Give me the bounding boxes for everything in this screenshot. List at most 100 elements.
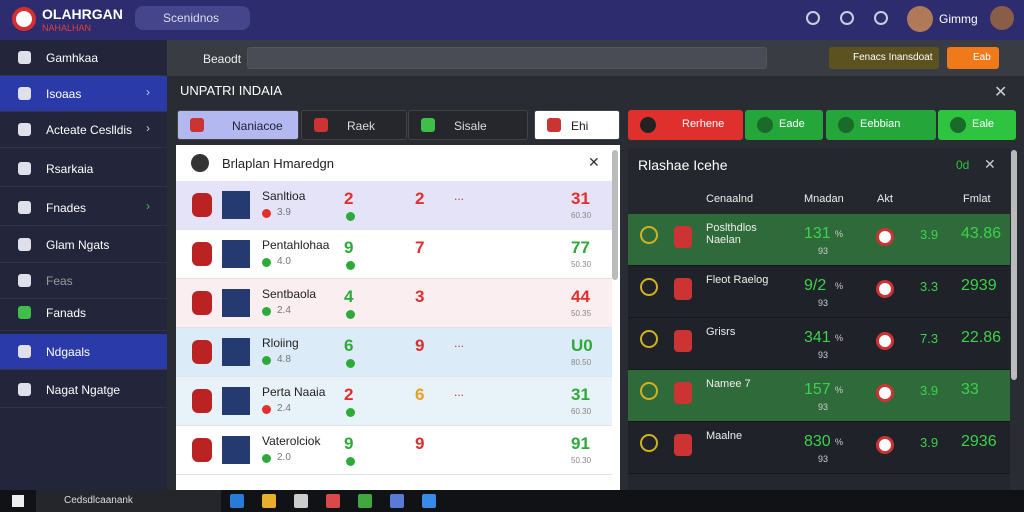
team-name: Sanltioa — [262, 189, 306, 203]
badge: 0d — [956, 158, 970, 172]
small-value: 60.30 — [571, 407, 592, 416]
tab-label: Eale — [972, 118, 995, 130]
small-value: 93 — [818, 298, 829, 308]
value: 131 — [804, 225, 831, 242]
sub-value: 4.8 — [277, 354, 291, 365]
table-row[interactable]: Rloiing 4.8 6 9... U0 80.50 — [176, 328, 612, 377]
avatar[interactable] — [907, 6, 933, 32]
table-row[interactable]: Sanltioa 3.9 2 2... 31 60.30 — [176, 181, 612, 230]
panel-title: Rlashae Icehe — [638, 157, 728, 173]
table-row[interactable]: Vaterolciok 2.0 9 9 91 50.30 — [176, 426, 612, 475]
taskbar-app[interactable] — [262, 494, 276, 508]
score: 4 — [344, 287, 354, 306]
table-row[interactable]: Pentahlohaa 4.0 9 7 77 50.30 — [176, 230, 612, 279]
search-input[interactable] — [247, 47, 767, 69]
taskbar-app[interactable] — [326, 494, 340, 508]
right-panel: Rlashae Icehe 0d ✕ Cenaalnd Mnadan Akt Fmlat Po… — [628, 148, 1010, 490]
action-icon[interactable] — [876, 384, 894, 402]
start-button[interactable] — [12, 495, 24, 507]
table-row[interactable]: Fleot Raelog 9/2% 93 3.3 2939 — [628, 266, 1010, 318]
tab[interactable]: Naniacoe — [177, 110, 299, 140]
value: 31 — [571, 189, 590, 208]
taskbar-app[interactable] — [390, 494, 404, 508]
unit: % — [835, 385, 844, 395]
team-logo — [222, 289, 250, 317]
sidebar-label: Feas — [46, 274, 73, 288]
scrollbar[interactable] — [612, 150, 618, 280]
tab-label: Naniacoe — [232, 119, 283, 133]
tab[interactable]: Sisale — [408, 110, 528, 140]
sidebar-item[interactable]: Fanads — [0, 295, 167, 331]
table-row[interactable]: Namee 7 157% 93 3.9 33 — [628, 370, 1010, 422]
search-box[interactable]: Scenidnos — [135, 6, 250, 30]
sidebar-item[interactable]: Glam Ngats — [0, 227, 167, 263]
tab[interactable]: Raek — [301, 110, 407, 140]
button[interactable]: Fenacs Inansdoat — [829, 47, 939, 69]
sidebar-item[interactable]: Feas — [0, 263, 167, 299]
sidebar-item[interactable]: Ndgaals — [0, 334, 167, 370]
status-dot — [346, 310, 355, 319]
sidebar-label: Gamhkaa — [46, 51, 99, 65]
icon[interactable] — [840, 11, 854, 25]
tab[interactable]: Ehi — [534, 110, 620, 140]
table-row[interactable]: Perta Naaia 2.4 2 6... 31 60.30 — [176, 377, 612, 426]
tab[interactable]: Eale — [938, 110, 1016, 140]
status-dot — [346, 359, 355, 368]
sub-value: 2.4 — [277, 305, 291, 316]
taskbar-app[interactable] — [422, 494, 436, 508]
scrollbar[interactable] — [1011, 150, 1017, 380]
avatar[interactable] — [990, 6, 1014, 30]
button[interactable]: Eab — [947, 47, 999, 69]
team-logo — [674, 226, 692, 248]
small-value: 80.50 — [571, 358, 592, 367]
score: 2 — [415, 189, 425, 208]
tab[interactable]: Rerhene — [628, 110, 743, 140]
table-row[interactable]: Maalne 830% 93 3.9 2936 — [628, 422, 1010, 474]
sidebar-item[interactable]: Fnades › — [0, 190, 167, 226]
team-name: Sentbaola — [262, 287, 317, 301]
action-icon[interactable] — [876, 436, 894, 454]
action-icon[interactable] — [876, 280, 894, 298]
toolbar: Beaodt Fenacs Inansdoat Eab — [167, 40, 1024, 76]
total: 22.86 — [961, 329, 1002, 346]
taskbar-search[interactable]: Cedsdlcaanank — [36, 490, 221, 512]
table-row[interactable]: Poslthdlos Naelan 131% 93 3.9 43.86 — [628, 214, 1010, 266]
taskbar-app[interactable] — [294, 494, 308, 508]
top-bar: OLAHRGAN NAHALHAN Scenidnos Gimmg — [0, 0, 1024, 40]
left-panel: Brlaplan Hmaredgn ✕ Sanltioa 3.9 2 2... 31 60.3… — [176, 145, 620, 490]
unit: % — [835, 281, 844, 291]
tab[interactable]: Eade — [745, 110, 823, 140]
sidebar-item[interactable]: Gamhkaa — [0, 40, 167, 76]
score: 7 — [415, 238, 425, 257]
value: U0 — [571, 336, 593, 355]
action-icon[interactable] — [876, 332, 894, 350]
close[interactable]: ✕ — [588, 154, 600, 170]
team-logo — [222, 240, 250, 268]
action-icon[interactable] — [876, 228, 894, 246]
table-row[interactable]: Grisrs 341% 93 7.3 22.86 — [628, 318, 1010, 370]
close[interactable]: ✕ — [994, 84, 1008, 101]
search-text: Scenidnos — [163, 11, 220, 25]
icon[interactable] — [874, 11, 888, 25]
sidebar-item[interactable]: Rsarkaia — [0, 151, 167, 187]
icon[interactable] — [806, 11, 820, 25]
sidebar-item[interactable]: Acteate Ceslldis › — [0, 112, 167, 148]
close[interactable]: ✕ — [984, 156, 996, 172]
panel-icon — [191, 154, 209, 172]
value: 9/2 — [804, 277, 827, 294]
team-logo — [192, 389, 212, 413]
small-value: 93 — [818, 246, 829, 256]
sidebar-item[interactable]: Nagat Ngatge — [0, 372, 167, 408]
value: 91 — [571, 434, 590, 453]
team-logo — [222, 436, 250, 464]
column-header: Fmlat — [963, 193, 991, 205]
sidebar-icon — [18, 345, 31, 358]
tab[interactable]: Eebbian — [826, 110, 936, 140]
sidebar-label: Rsarkaia — [46, 162, 94, 176]
taskbar-app[interactable] — [358, 494, 372, 508]
table-row[interactable]: Sentbaola 2.4 4 3 44 50.35 — [176, 279, 612, 328]
value: 77 — [571, 238, 590, 257]
sidebar-item[interactable]: Isoaas › — [0, 76, 167, 112]
taskbar-app[interactable] — [230, 494, 244, 508]
sub-value: 4.0 — [277, 256, 291, 267]
